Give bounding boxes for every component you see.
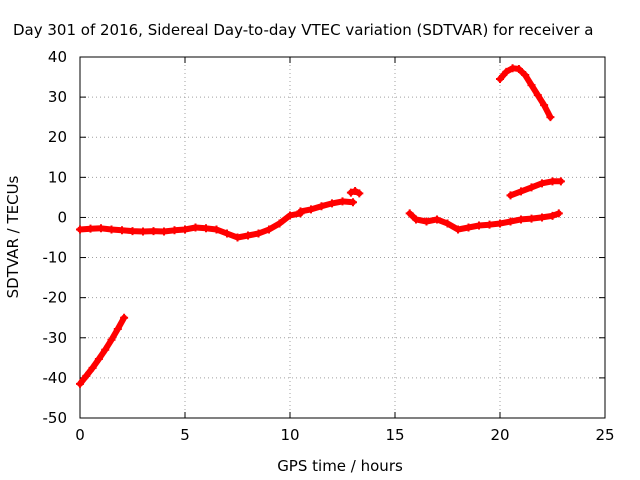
- data-point: [496, 75, 504, 84]
- data-point: [233, 233, 242, 242]
- plot-frame: [79, 56, 606, 419]
- data-point: [76, 225, 84, 234]
- data-point: [212, 225, 221, 234]
- data-point: [94, 355, 103, 364]
- data-point: [88, 363, 97, 372]
- data-point: [76, 379, 84, 388]
- data-point: [485, 220, 494, 229]
- x-tick-label: 0: [75, 426, 85, 444]
- y-tick-label: -40: [43, 369, 68, 387]
- data-point: [170, 226, 179, 235]
- data-point: [120, 313, 129, 322]
- data-point: [286, 211, 294, 220]
- data-point: [433, 215, 441, 224]
- data-point: [527, 183, 536, 192]
- x-tick-label: 10: [280, 426, 299, 444]
- data-point: [113, 324, 122, 333]
- data-point: [191, 223, 200, 232]
- data-point: [160, 227, 168, 236]
- x-tick-labels: 0 5 10 15 20 25: [75, 426, 614, 444]
- data-point: [202, 224, 210, 233]
- data-point: [351, 186, 360, 195]
- data-point: [82, 371, 91, 380]
- data-point: [405, 209, 414, 218]
- data-point: [496, 219, 504, 228]
- y-tick-labels: -50 -40 -30 -20 -10 0 10 20 30 40: [43, 48, 68, 427]
- data-point: [546, 113, 555, 122]
- data-point: [86, 224, 95, 233]
- data-point: [223, 229, 231, 238]
- data-point: [533, 91, 542, 100]
- data-point: [338, 197, 347, 206]
- x-tick-label: 25: [595, 426, 614, 444]
- y-tick-label: 40: [48, 48, 67, 66]
- data-point: [464, 223, 473, 232]
- data-point: [502, 67, 511, 76]
- data-points: [76, 64, 565, 388]
- data-point: [275, 219, 284, 228]
- data-point: [527, 214, 536, 223]
- x-axis-label: GPS time / hours: [277, 457, 403, 475]
- data-point: [355, 189, 364, 198]
- data-point: [265, 225, 273, 234]
- tick-marks: [79, 56, 606, 419]
- data-point: [307, 205, 315, 214]
- data-point: [556, 177, 565, 186]
- data-point: [443, 219, 452, 228]
- data-point: [548, 177, 557, 186]
- x-tick-label: 5: [180, 426, 190, 444]
- data-point: [254, 229, 263, 238]
- data-point: [107, 335, 116, 344]
- data-point: [514, 65, 523, 74]
- y-axis-label: SDTVAR / TECUs: [4, 175, 22, 298]
- x-tick-label: 15: [385, 426, 404, 444]
- x-tick-label: 20: [490, 426, 509, 444]
- data-point: [527, 81, 536, 90]
- data-point: [296, 207, 305, 216]
- series-afternoon: [406, 210, 562, 233]
- data-point: [412, 215, 420, 224]
- data-point: [506, 191, 515, 200]
- data-point: [328, 199, 336, 208]
- data-point: [554, 209, 563, 218]
- grid-lines: [80, 57, 605, 418]
- data-point: [139, 227, 147, 236]
- data-point: [181, 225, 189, 234]
- data-point: [101, 345, 110, 354]
- data-point: [548, 211, 557, 220]
- data-point: [149, 227, 158, 236]
- y-tick-label: -30: [43, 329, 68, 347]
- data-point: [517, 215, 525, 224]
- data-point: [349, 198, 357, 207]
- data-point: [506, 217, 515, 226]
- data-point: [475, 221, 483, 230]
- data-point: [454, 225, 462, 234]
- data-point: [97, 224, 105, 233]
- y-tick-label: -50: [43, 409, 68, 427]
- data-point: [540, 101, 549, 110]
- data-point: [517, 187, 525, 196]
- series-main-morning: [77, 210, 304, 241]
- data-point: [521, 71, 530, 80]
- y-tick-label: 0: [57, 208, 67, 226]
- data-point: [107, 225, 116, 234]
- data-point: [346, 188, 355, 197]
- y-tick-label: 30: [48, 88, 67, 106]
- y-tick-label: 20: [48, 128, 67, 146]
- data-point: [538, 179, 546, 188]
- chart-title: Day 301 of 2016, Sidereal Day-to-day VTE…: [13, 21, 594, 39]
- data-point: [317, 202, 326, 211]
- data-point: [244, 231, 252, 240]
- data-point: [128, 227, 137, 236]
- data-point: [422, 217, 431, 226]
- data-point: [538, 213, 546, 222]
- y-tick-label: -20: [43, 289, 68, 307]
- data-point: [118, 226, 126, 235]
- y-tick-label: 10: [48, 168, 67, 186]
- series-early-negative: [77, 314, 128, 387]
- y-tick-label: -10: [43, 249, 68, 267]
